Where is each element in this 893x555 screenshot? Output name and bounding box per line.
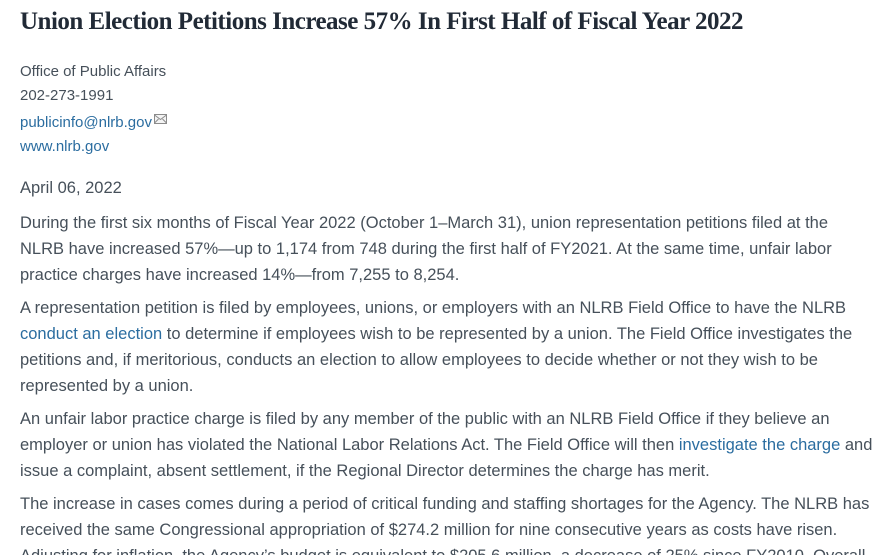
contact-phone: 202-273-1991 bbox=[20, 87, 114, 104]
page-title: Union Election Petitions Increase 57% In… bbox=[20, 8, 744, 35]
conduct-an-election-link[interactable]: conduct an election bbox=[20, 325, 163, 343]
contact-website-line: www.nlrb.gov bbox=[20, 135, 875, 159]
contact-email-line: publicinfo@nlrb.gov bbox=[20, 108, 875, 135]
email-link-label: publicinfo@nlrb.gov bbox=[20, 114, 152, 131]
email-link[interactable]: publicinfo@nlrb.gov bbox=[20, 114, 167, 131]
contact-block: Office of Public Affairs 202-273-1991 pu… bbox=[20, 60, 875, 159]
paragraph-2-post: to determine if employees wish to be rep… bbox=[20, 325, 853, 395]
paragraph-unfair-labor-charge: An unfair labor practice charge is filed… bbox=[20, 406, 875, 484]
investigate-the-charge-link[interactable]: investigate the charge bbox=[678, 436, 841, 454]
contact-office: Office of Public Affairs bbox=[20, 63, 167, 80]
envelope-icon bbox=[153, 108, 167, 132]
paragraph-representation-petition: A representation petition is filed by em… bbox=[20, 295, 875, 399]
paragraph-funding-shortages: The increase in cases comes during a per… bbox=[20, 495, 870, 555]
paragraph-3-post: and issue a complaint, absent settlement… bbox=[20, 436, 873, 480]
paragraph-3-pre: An unfair labor practice charge is filed… bbox=[20, 410, 830, 454]
paragraph-petition-stats: During the first six months of Fiscal Ye… bbox=[20, 214, 832, 284]
article-body: During the first six months of Fiscal Ye… bbox=[20, 210, 875, 555]
website-link[interactable]: www.nlrb.gov bbox=[20, 138, 110, 155]
paragraph-2-pre: A representation petition is filed by em… bbox=[20, 299, 847, 317]
publish-date: April 06, 2022 bbox=[20, 179, 122, 197]
